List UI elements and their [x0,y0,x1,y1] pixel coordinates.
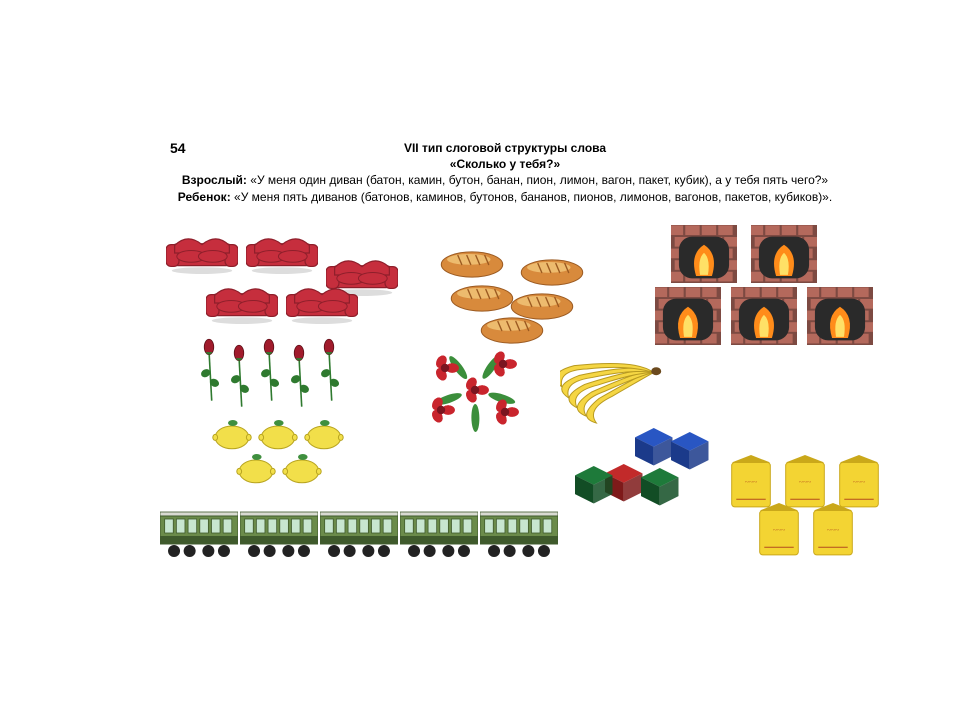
cube-icon [635,428,673,466]
child-line: Ребенок: «У меня пять диванов (батонов, … [170,189,840,205]
wagon-icon [320,508,398,558]
rosebud-icon [222,344,256,408]
peonies-icon [400,340,550,440]
adult-text: «У меня один диван (батон, камин, бутон,… [247,173,828,187]
sofa-icon [246,232,318,274]
bread-icon [450,282,514,312]
rosebuds-group [192,338,352,408]
lemons-group [212,420,362,490]
bread-icon [520,256,584,286]
sofa-icon [206,282,278,324]
fireplace-icon [671,225,737,283]
worksheet-page: 54 VII тип слоговой структуры слова «Ско… [0,0,960,720]
header-block: VII тип слоговой структуры слова «Скольк… [170,140,840,205]
rosebud-icon [192,338,226,402]
cubes-group [575,428,715,508]
wagon-icon [400,508,478,558]
adult-line: Взрослый: «У меня один диван (батон, кам… [170,172,840,188]
packet-icon: ~~~ [836,455,882,509]
fireplace-icon [731,287,797,345]
wagon-icon [160,508,238,558]
adult-label: Взрослый: [182,173,247,187]
cube-icon [575,466,613,504]
child-label: Ребенок: [178,190,231,204]
wagon-icon [240,508,318,558]
fireplace-icon [751,225,817,283]
lemon-icon [258,420,298,450]
packet-icon: ~~~ [728,455,774,509]
child-text: «У меня пять диванов (батонов, каминов, … [231,190,833,204]
rosebud-icon [282,344,316,408]
title: VII тип слоговой структуры слова [170,140,840,156]
lemon-icon [212,420,252,450]
cube-icon [671,432,709,470]
bananas-group [560,360,690,430]
wagons-group [160,508,560,568]
breads-group [440,248,610,338]
lemon-icon [282,454,322,484]
sofa-icon [166,232,238,274]
svg-text:~~~: ~~~ [853,478,865,487]
peonies-group [400,340,550,440]
packet-icon: ~~~ [810,503,856,557]
lemon-icon [236,454,276,484]
svg-text:~~~: ~~~ [827,526,839,535]
subtitle: «Сколько у тебя?» [170,156,840,172]
wagon-icon [480,508,558,558]
fireplaces-group [655,225,875,355]
svg-text:~~~: ~~~ [745,478,757,487]
packet-icon: ~~~ [782,455,828,509]
svg-text:~~~: ~~~ [799,478,811,487]
svg-text:~~~: ~~~ [773,526,785,535]
rosebud-icon [252,338,286,402]
bread-icon [440,248,504,278]
fireplace-icon [655,287,721,345]
lemon-icon [304,420,344,450]
sofa-icon [286,282,358,324]
packets-group: ~~~ ~~~ ~~~ ~~~ ~~~ [720,455,890,555]
bananas-icon [560,360,690,430]
cube-icon [641,468,679,506]
fireplace-icon [807,287,873,345]
sofas-group [166,232,376,332]
packet-icon: ~~~ [756,503,802,557]
rosebud-icon [312,338,346,402]
